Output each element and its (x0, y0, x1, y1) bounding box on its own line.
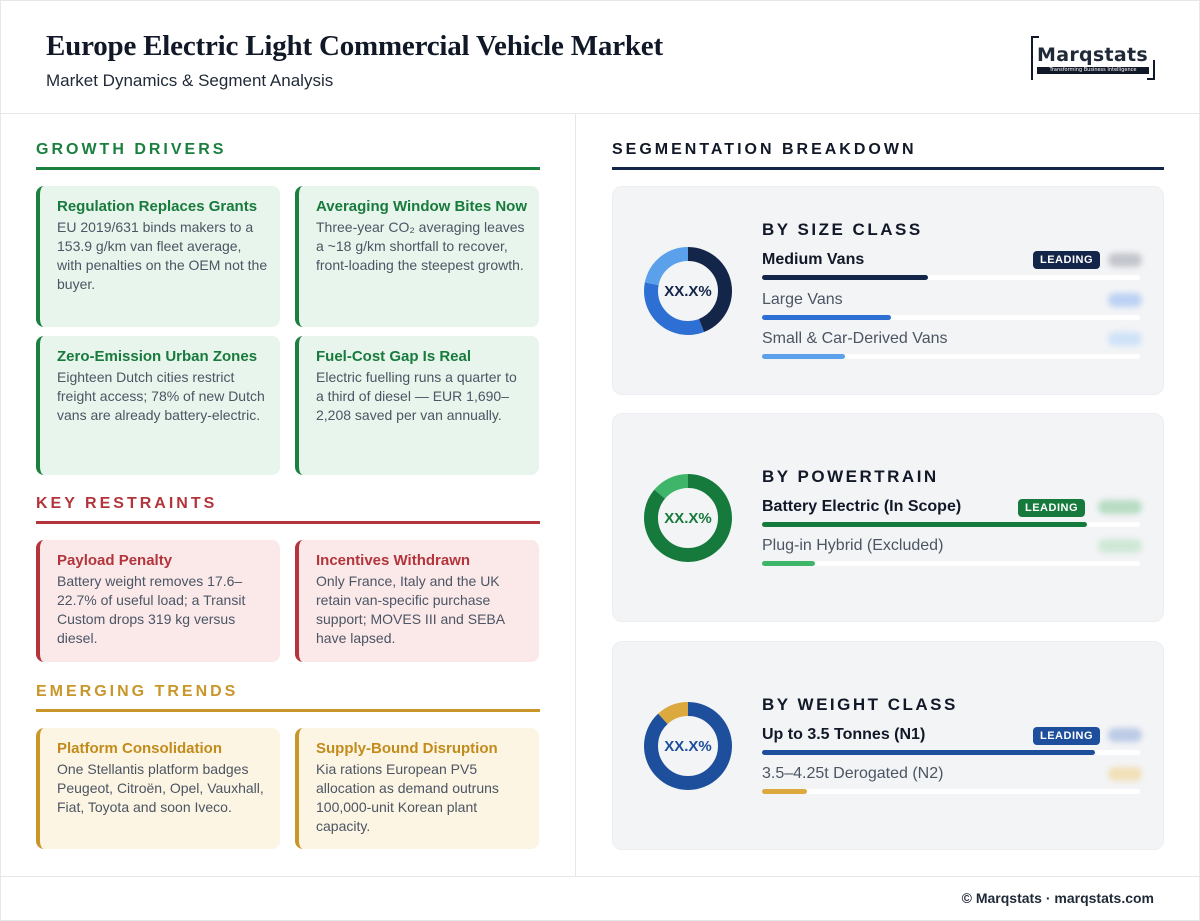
segment-bar-fill (762, 275, 929, 280)
segment-bar-fill (762, 354, 846, 359)
panel-title: BY POWERTRAIN (762, 467, 939, 486)
driver-card-body: Electric fuelling runs a quarter to a th… (316, 369, 517, 423)
growth-drivers-rule (36, 167, 540, 170)
donut-center-label: XX.X% (664, 738, 712, 755)
segment-row-label: Plug-in Hybrid (Excluded) (762, 537, 944, 554)
logo-tagline: Transforming Business Intelligence (1037, 67, 1149, 74)
segment-bar-fill (762, 561, 815, 566)
driver-card: Regulation Replaces Grants EU 2019/631 b… (36, 186, 280, 327)
weight-class-donut: XX.X% (644, 702, 732, 790)
segment-panel-size-class: XX.X% BY SIZE CLASS Medium Vans LEADING … (612, 186, 1164, 395)
segment-panel-weight-class: XX.X% BY WEIGHT CLASS Up to 3.5 Tonnes (… (612, 641, 1164, 850)
restraint-card-body: Only France, Italy and the UK retain van… (316, 573, 505, 646)
restraint-card-body: Battery weight removes 17.6–22.7% of use… (57, 573, 246, 646)
segment-bar-track (762, 561, 1140, 566)
driver-card-body: EU 2019/631 binds makers to a 153.9 g/km… (57, 219, 268, 292)
logo-frame-right (1147, 60, 1155, 80)
restraint-card: Payload Penalty Battery weight removes 1… (36, 540, 280, 662)
column-divider (575, 114, 576, 876)
powertrain-donut: XX.X% (644, 474, 732, 562)
driver-card-body: Three-year CO₂ averaging leaves a ~18 g/… (316, 219, 525, 273)
restraint-card-title: Payload Penalty (57, 552, 173, 569)
leading-badge: LEADING (1033, 727, 1100, 745)
marqstats-logo: Marqstats Transforming Business Intellig… (1031, 36, 1155, 80)
segment-bar-fill (762, 522, 1088, 527)
driver-card-title: Averaging Window Bites Now (316, 198, 527, 215)
driver-card-title: Fuel-Cost Gap Is Real (316, 348, 472, 365)
segment-bar-track (762, 354, 1140, 359)
segment-row-label: Large Vans (762, 291, 843, 308)
segment-row-label: Up to 3.5 Tonnes (N1) (762, 726, 926, 743)
driver-card-title: Regulation Replaces Grants (57, 198, 258, 215)
hidden-value (1108, 767, 1142, 781)
trend-card-body: Kia rations European PV5 allocation as d… (316, 761, 499, 834)
driver-card-title: Zero-Emission Urban Zones (57, 348, 258, 365)
segment-bar-track (762, 522, 1140, 527)
hidden-value (1108, 253, 1142, 267)
donut-slice (644, 702, 732, 790)
trend-card: Supply-Bound Disruption Kia rations Euro… (295, 728, 539, 849)
driver-card-body: Eighteen Dutch cities restrict freight a… (57, 369, 265, 423)
page-subtitle: Market Dynamics & Segment Analysis (46, 71, 334, 90)
leading-badge: LEADING (1033, 251, 1100, 269)
segment-row-label: Battery Electric (In Scope) (762, 498, 962, 515)
donut-center-label: XX.X% (664, 283, 712, 300)
leading-badge: LEADING (1018, 499, 1085, 517)
panel-title: BY WEIGHT CLASS (762, 695, 958, 714)
hidden-value (1098, 539, 1142, 553)
hidden-value (1108, 332, 1142, 346)
key-restraints-rule (36, 521, 540, 524)
driver-card: Fuel-Cost Gap Is Real Electric fuelling … (295, 336, 539, 475)
segmentation-rule (612, 167, 1164, 170)
hidden-value (1108, 728, 1142, 742)
trend-card-title: Platform Consolidation (57, 740, 222, 757)
segmentation-heading: SEGMENTATION BREAKDOWN (612, 141, 917, 158)
hidden-value (1108, 293, 1142, 307)
segment-bar-fill (762, 315, 891, 320)
footer-copyright: © Marqstats · marqstats.com (961, 890, 1154, 906)
logo-frame-left (1031, 36, 1039, 80)
segment-bar-track (762, 750, 1140, 755)
hidden-value (1098, 500, 1142, 514)
segment-bar-track (762, 275, 1140, 280)
donut-center-label: XX.X% (664, 510, 712, 527)
segment-bar-fill (762, 789, 808, 794)
segment-bar-track (762, 315, 1140, 320)
emerging-trends-rule (36, 709, 540, 712)
page-header: Europe Electric Light Commercial Vehicle… (0, 0, 1200, 114)
segment-row-label: Medium Vans (762, 251, 865, 268)
segment-row-label: 3.5–4.25t Derogated (N2) (762, 765, 944, 782)
emerging-trends-heading: EMERGING TRENDS (36, 683, 239, 700)
trend-card-body: One Stellantis platform badges Peugeot, … (57, 761, 264, 815)
trend-card-title: Supply-Bound Disruption (316, 740, 498, 757)
donut-slice (644, 247, 732, 335)
size-class-donut: XX.X% (644, 247, 732, 335)
restraint-card-title: Incentives Withdrawn (316, 552, 471, 569)
donut-slice (644, 247, 732, 335)
driver-card: Zero-Emission Urban Zones Eighteen Dutch… (36, 336, 280, 475)
segment-bar-fill (762, 750, 1095, 755)
segment-bar-track (762, 789, 1140, 794)
page-footer: © Marqstats · marqstats.com (0, 876, 1200, 921)
trend-card: Platform Consolidation One Stellantis pl… (36, 728, 280, 849)
donut-slice (644, 474, 732, 562)
key-restraints-heading: KEY RESTRAINTS (36, 495, 218, 512)
page-title: Europe Electric Light Commercial Vehicle… (46, 30, 663, 62)
segment-panel-powertrain: XX.X% BY POWERTRAIN Battery Electric (In… (612, 413, 1164, 622)
growth-drivers-heading: GROWTH DRIVERS (36, 141, 227, 158)
logo-wordmark: Marqstats (1037, 44, 1149, 66)
panel-title: BY SIZE CLASS (762, 220, 923, 239)
segment-row-label: Small & Car-Derived Vans (762, 330, 948, 347)
restraint-card: Incentives Withdrawn Only France, Italy … (295, 540, 539, 662)
driver-card: Averaging Window Bites Now Three-year CO… (295, 186, 539, 327)
